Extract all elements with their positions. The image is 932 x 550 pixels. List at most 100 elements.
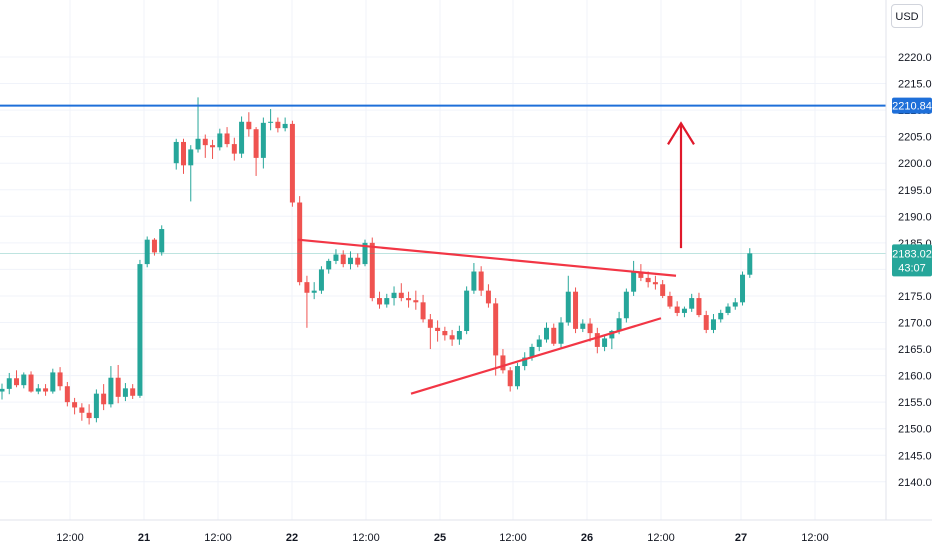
candle-up bbox=[718, 312, 724, 320]
candle-up bbox=[602, 338, 608, 347]
candle-down bbox=[427, 319, 433, 328]
time-tick-label: 12:00 bbox=[352, 532, 380, 544]
candle-up bbox=[580, 323, 586, 329]
candle-up bbox=[544, 327, 549, 340]
time-tick-label: 26 bbox=[581, 532, 593, 544]
candle-up bbox=[536, 339, 542, 347]
candle-down bbox=[181, 141, 186, 166]
candle-down bbox=[340, 254, 346, 265]
price-tick-label: 2190.00 bbox=[898, 211, 932, 223]
candle-up bbox=[631, 271, 637, 292]
candle-down bbox=[645, 277, 651, 283]
candle-up bbox=[333, 254, 339, 261]
candle-down bbox=[420, 302, 426, 320]
candle-down bbox=[587, 323, 593, 334]
candle-down bbox=[289, 123, 295, 203]
candle-down bbox=[551, 327, 557, 344]
candle-up bbox=[195, 138, 201, 150]
candle-up bbox=[260, 122, 266, 158]
candle-down bbox=[79, 407, 85, 413]
candle-down bbox=[43, 388, 49, 392]
time-tick-label: 12:00 bbox=[56, 532, 84, 544]
drawing-overlays bbox=[0, 104, 886, 395]
candle-up bbox=[239, 121, 245, 154]
price-tick-label: 2155.00 bbox=[898, 397, 932, 409]
time-axis[interactable]: 12:00 21 12:00 22 12:00 25 12:00 26 12:00 27 12:00 bbox=[0, 519, 932, 544]
candle-down bbox=[253, 129, 259, 158]
candle-down bbox=[275, 121, 281, 129]
price-tick-label: 2150.00 bbox=[898, 424, 932, 436]
candle-up bbox=[268, 121, 274, 123]
candle-down bbox=[130, 388, 136, 396]
candle-up bbox=[681, 308, 687, 313]
candle-up bbox=[93, 393, 99, 419]
candle-down bbox=[478, 271, 484, 291]
candle-down bbox=[667, 295, 673, 307]
candles bbox=[0, 97, 753, 425]
price-tick-label: 2215.00 bbox=[898, 79, 932, 91]
candle-up bbox=[391, 292, 397, 299]
current-price-tag-bg bbox=[892, 244, 932, 277]
candle-down bbox=[369, 242, 375, 299]
candle-up bbox=[725, 306, 731, 313]
candle-up bbox=[522, 357, 528, 367]
candle-down bbox=[86, 412, 92, 419]
candle-down bbox=[493, 303, 499, 356]
price-axis[interactable]: 2220.002215.002210.002205.002200.002195.… bbox=[885, 0, 932, 520]
time-tick-label: 12:00 bbox=[647, 532, 675, 544]
candle-down bbox=[406, 298, 412, 301]
candle-up bbox=[0, 388, 5, 392]
time-tick-label: 25 bbox=[434, 532, 446, 544]
candle-up bbox=[108, 377, 114, 405]
candle-down bbox=[377, 298, 383, 305]
candle-up bbox=[384, 298, 390, 305]
candle-down bbox=[210, 145, 216, 148]
price-tick-label: 2205.00 bbox=[898, 132, 932, 144]
candle-up bbox=[616, 318, 622, 331]
candle-down bbox=[507, 370, 513, 387]
candle-up bbox=[318, 269, 324, 291]
candle-down bbox=[435, 327, 441, 331]
candle-up bbox=[609, 330, 615, 339]
candle-down bbox=[594, 333, 600, 347]
candle-down bbox=[231, 144, 237, 154]
candle-down bbox=[246, 121, 252, 130]
candle-down bbox=[151, 239, 157, 253]
time-tick-label: 27 bbox=[735, 532, 747, 544]
candle-up bbox=[311, 290, 317, 293]
candle-down bbox=[355, 257, 361, 265]
candle-up bbox=[137, 264, 143, 396]
currency-selector[interactable]: USD bbox=[891, 4, 923, 28]
candle-down bbox=[14, 378, 20, 386]
candle-down bbox=[652, 282, 658, 285]
candle-down bbox=[638, 271, 644, 278]
candle-down bbox=[202, 138, 208, 146]
breakout-arrow-head bbox=[667, 121, 695, 145]
candle-down bbox=[442, 330, 448, 336]
candle-up bbox=[623, 291, 629, 319]
bar-countdown-label: 43:07 bbox=[898, 262, 926, 274]
time-tick-label: 22 bbox=[286, 532, 298, 544]
candle-down bbox=[674, 306, 680, 313]
resistance-price-label-bg bbox=[892, 97, 932, 114]
candle-up bbox=[732, 302, 738, 307]
candle-down bbox=[398, 292, 404, 299]
candle-up bbox=[456, 330, 462, 340]
candle-up bbox=[6, 378, 12, 389]
time-tick-label: 12:00 bbox=[801, 532, 829, 544]
candle-up bbox=[558, 322, 564, 344]
price-tick-label: 2140.00 bbox=[898, 477, 932, 489]
candle-down bbox=[573, 291, 579, 329]
candle-up bbox=[710, 319, 716, 330]
price-tick-label: 2195.00 bbox=[898, 185, 932, 197]
triangle-lower-trendline bbox=[410, 317, 662, 395]
candle-down bbox=[696, 298, 702, 316]
candle-up bbox=[326, 260, 332, 270]
candle-down bbox=[57, 372, 63, 387]
time-tick-label: 12:00 bbox=[499, 532, 527, 544]
candle-up bbox=[173, 141, 179, 164]
triangle-upper-trendline bbox=[297, 238, 677, 277]
time-tick-label: 21 bbox=[138, 532, 150, 544]
